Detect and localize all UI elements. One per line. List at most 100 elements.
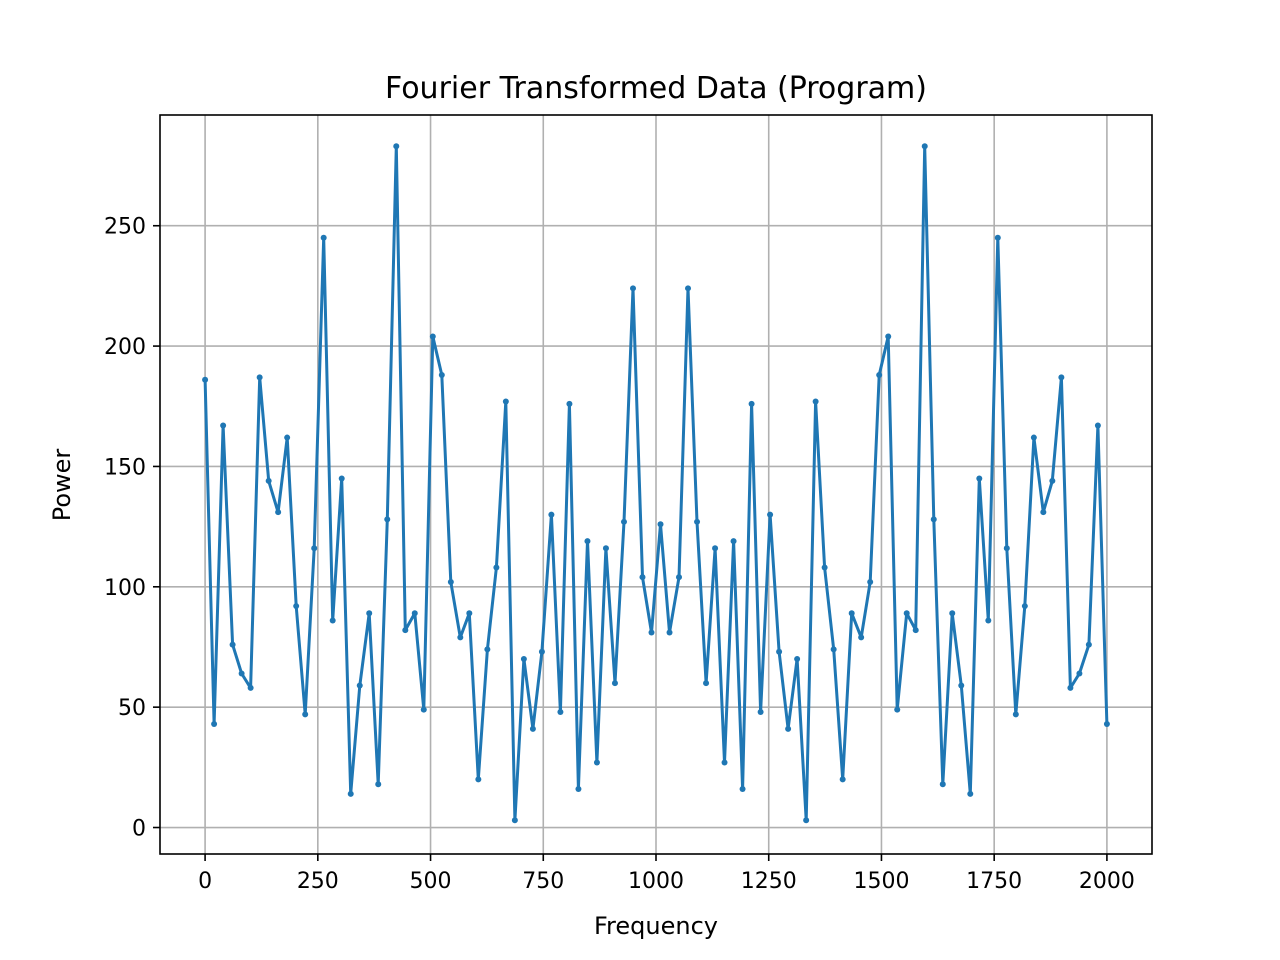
data-point [220,422,227,429]
data-point [375,781,382,788]
data-point [238,670,245,677]
data-point [703,680,710,687]
data-point [593,759,600,766]
data-point [529,725,536,732]
data-point [538,648,545,655]
data-point [347,790,354,797]
data-point [1003,545,1010,552]
data-point [821,564,828,571]
x-tick-label: 0 [198,869,212,894]
data-point [502,398,509,405]
data-point [721,759,728,766]
data-point [566,400,573,407]
y-axis-label: Power [48,449,76,522]
data-point [229,641,236,648]
data-point [420,706,427,713]
x-axis-label: Frequency [594,912,718,940]
data-point [739,786,746,793]
data-point [803,817,810,824]
data-point [730,538,737,545]
data-point [1040,509,1047,516]
data-point [776,648,783,655]
data-point [839,776,846,783]
data-point [930,516,937,523]
data-point [1067,684,1074,691]
y-tick-label: 0 [132,817,146,842]
data-point [694,518,701,525]
data-point [912,627,919,634]
data-point [976,475,983,482]
data-point [484,646,491,653]
data-point [958,682,965,689]
data-point [767,511,774,518]
data-point [1094,422,1101,429]
data-point [885,333,892,340]
data-point [247,684,254,691]
data-point [1030,434,1037,441]
y-tick-label: 100 [104,576,146,601]
data-point [830,646,837,653]
data-point [1085,641,1092,648]
data-point [457,634,464,641]
data-point [648,629,655,636]
data-point [848,610,855,617]
data-point [611,680,618,687]
data-point [1076,670,1083,677]
data-point [557,708,564,715]
x-tick-label: 750 [522,869,564,894]
data-point [812,398,819,405]
x-tick-label: 1000 [628,869,684,894]
data-point [666,629,673,636]
data-point [275,509,282,516]
data-point [584,538,591,545]
data-point [894,706,901,713]
data-point [967,790,974,797]
series-line [203,144,1109,822]
data-point [384,516,391,523]
data-point [548,511,555,518]
data-point [858,634,865,641]
x-tick-label: 2000 [1079,869,1135,894]
x-tick-label: 1250 [741,869,797,894]
data-series [202,143,1110,824]
data-point [685,285,692,292]
data-point [939,781,946,788]
data-point [1058,374,1065,381]
data-point [402,627,409,634]
chart-title: Fourier Transformed Data (Program) [385,71,927,106]
data-point [794,656,801,663]
data-point [1103,721,1110,728]
data-point [757,708,764,715]
data-point [1049,477,1056,484]
data-point [493,564,500,571]
data-point [202,376,209,383]
data-point [429,333,436,340]
data-point [985,617,992,624]
data-point [302,711,309,718]
data-point [657,521,664,528]
data-point [284,434,291,441]
data-point [675,574,682,581]
data-point [366,610,373,617]
data-point [475,776,482,783]
data-point [630,285,637,292]
data-point [256,374,263,381]
data-point [921,143,928,150]
y-tick-label: 250 [104,215,146,240]
data-point [211,721,218,728]
data-point [265,477,272,484]
data-point [876,371,883,378]
data-point [338,475,345,482]
y-tick-label: 150 [104,455,146,480]
data-point [620,518,627,525]
data-point [903,610,910,617]
data-point [1012,711,1019,718]
data-point [329,617,336,624]
data-point [511,817,518,824]
data-point [1021,603,1028,610]
data-point [949,610,956,617]
x-tick-label: 250 [297,869,339,894]
data-point [320,234,327,241]
data-point [293,603,300,610]
axis-ticks: 0 250 500 750 1000 1250 1500 1750 2000 0 50 100 150 2… [104,215,1135,894]
